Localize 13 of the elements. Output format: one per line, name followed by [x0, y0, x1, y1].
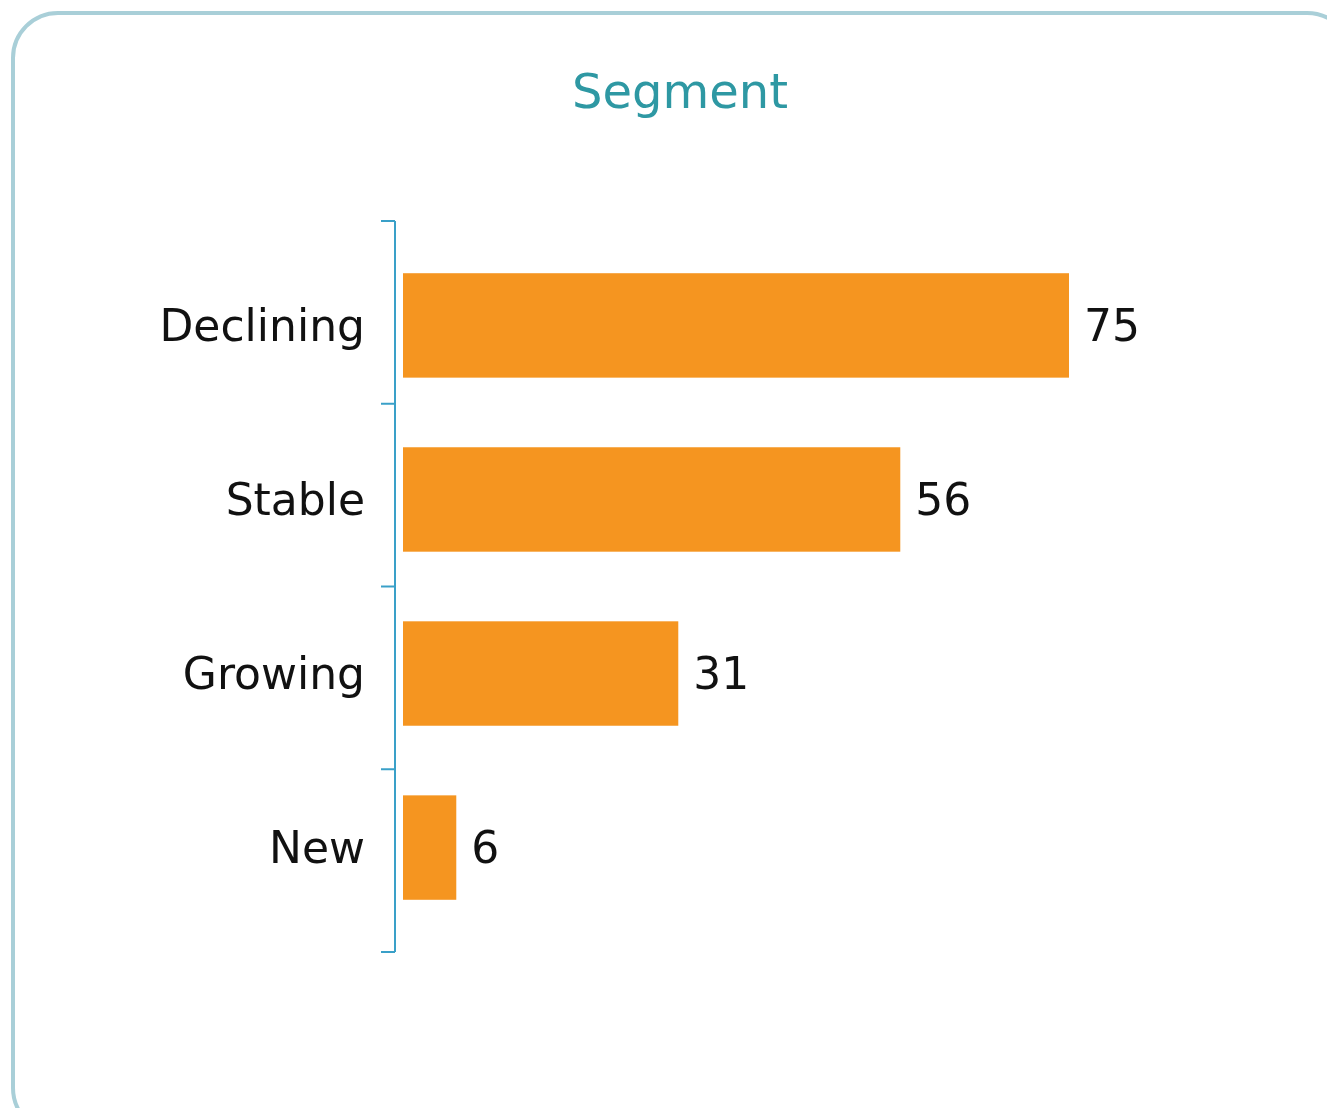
data-label: 6	[471, 821, 500, 873]
y-tick-label: Declining	[159, 299, 365, 351]
bar	[403, 795, 457, 900]
bar	[403, 621, 679, 726]
y-tick-label: Stable	[225, 473, 365, 525]
data-label: 56	[915, 473, 972, 525]
y-tick-label: New	[269, 821, 365, 873]
chart-title: Segment	[572, 63, 788, 119]
bar	[403, 273, 1069, 378]
y-tick-label: Growing	[182, 647, 365, 699]
bar	[403, 447, 901, 552]
data-label: 75	[1084, 299, 1140, 351]
data-label: 31	[693, 647, 750, 699]
